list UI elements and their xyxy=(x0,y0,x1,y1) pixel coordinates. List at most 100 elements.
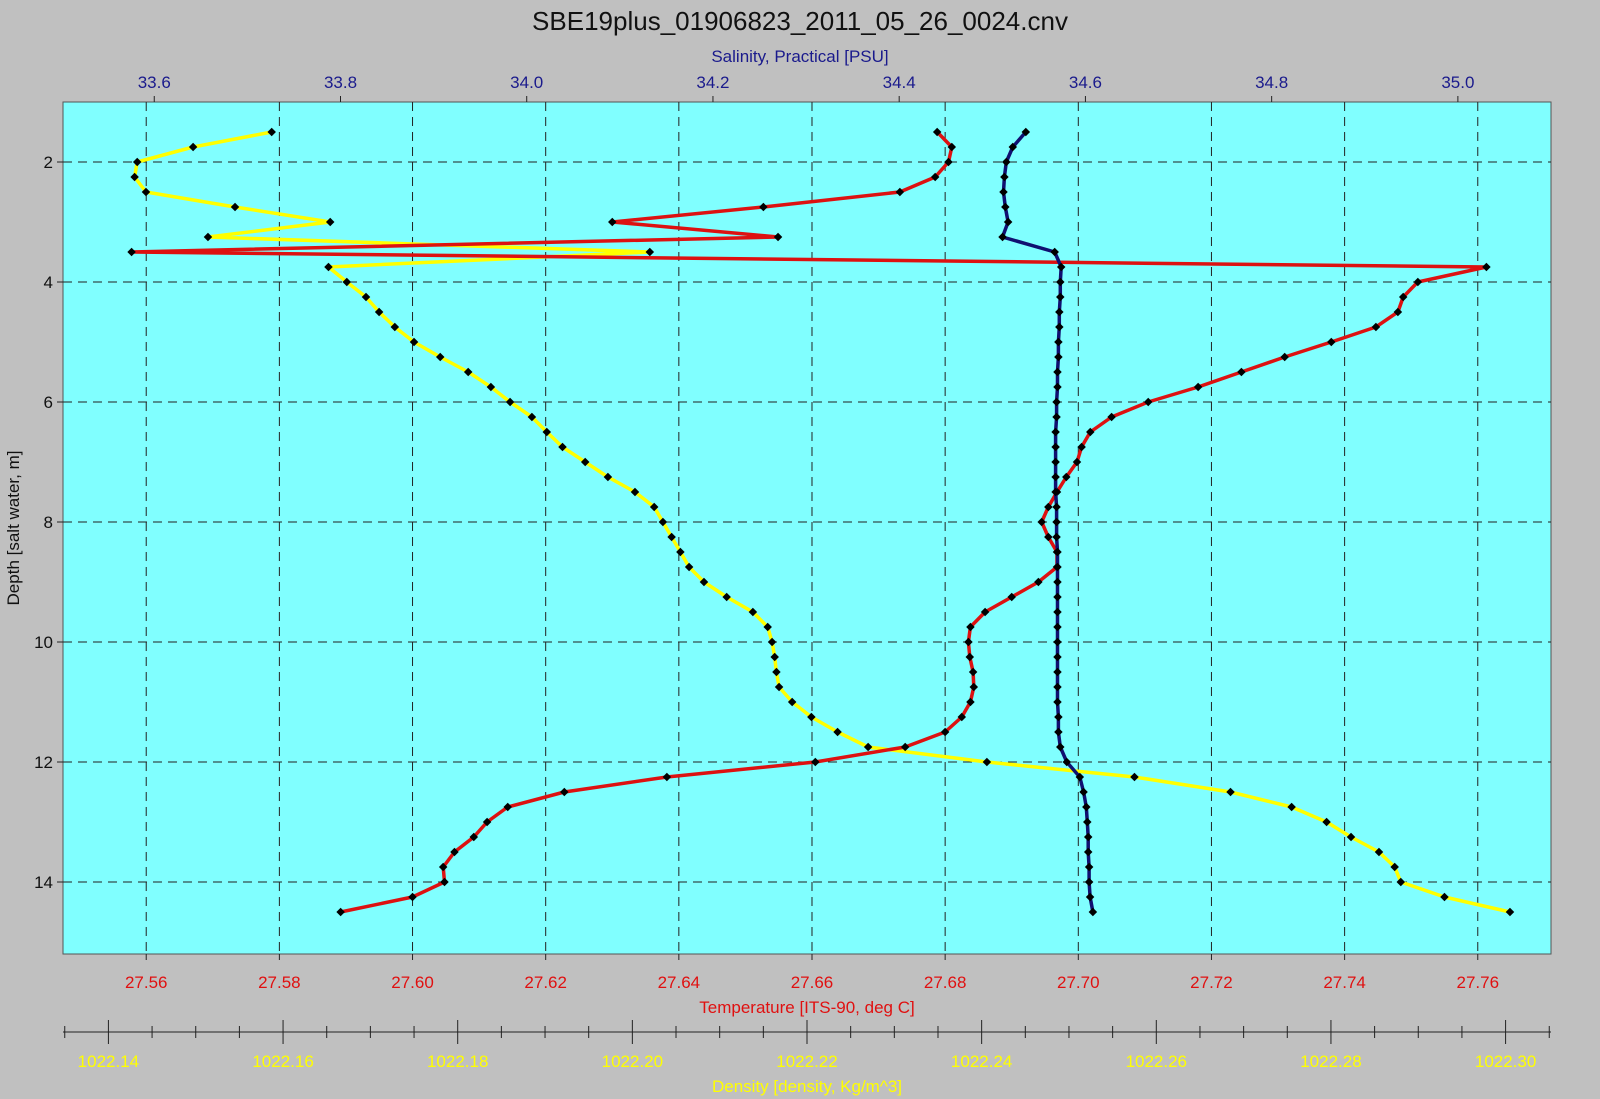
salinity-data-point xyxy=(1052,397,1061,407)
density-tick-label: 1022.24 xyxy=(951,1052,1012,1071)
temperature-data-point xyxy=(560,787,569,797)
density-data-point xyxy=(807,712,816,722)
series-layer xyxy=(127,127,1515,917)
density-data-point xyxy=(342,277,352,287)
temperature-data-point xyxy=(969,682,979,692)
depth-tick-label: 2 xyxy=(44,153,53,172)
salinity-tick-label: 34.6 xyxy=(1069,73,1102,92)
density-data-point xyxy=(203,232,213,242)
density-data-point xyxy=(141,187,151,197)
temperature-data-point xyxy=(1037,517,1046,527)
salinity-tick-label: 33.6 xyxy=(138,73,171,92)
density-data-point xyxy=(1322,817,1331,827)
salinity-tick-label: 34.4 xyxy=(883,73,916,92)
density-data-point xyxy=(774,682,784,692)
density-data-point xyxy=(188,142,198,152)
temperature-data-point xyxy=(980,607,990,617)
temperature-data-point xyxy=(1193,382,1203,392)
salinity-data-point xyxy=(1053,607,1062,617)
density-data-point xyxy=(390,322,400,332)
depth-tick-label: 12 xyxy=(34,753,53,772)
salinity-data-point xyxy=(1000,172,1009,182)
density-data-point xyxy=(1130,772,1139,782)
density-data-point xyxy=(542,427,552,437)
temperature-data-point xyxy=(336,907,345,917)
temperature-tick-label: 27.66 xyxy=(791,973,834,992)
density-data-point xyxy=(833,727,842,737)
salinity-tick-label: 35.0 xyxy=(1441,73,1474,92)
depth-tick-label: 6 xyxy=(44,393,53,412)
salinity-data-point xyxy=(1083,847,1093,857)
salinity-axis-title: Salinity, Practical [PSU] xyxy=(711,47,888,66)
density-data-point xyxy=(580,457,590,467)
temperature-data-point xyxy=(968,667,978,677)
density-tick-label: 1022.18 xyxy=(427,1052,488,1071)
density-data-point xyxy=(130,172,139,182)
plot-area xyxy=(62,101,1552,955)
density-data-point xyxy=(361,292,371,302)
salinity-data-point xyxy=(1053,592,1062,602)
salinity-data-point xyxy=(1052,532,1061,542)
salinity-data-point xyxy=(1053,637,1062,647)
salinity-data-point xyxy=(1053,382,1062,392)
temperature-data-point xyxy=(408,892,417,902)
density-data-point xyxy=(463,367,473,377)
salinity-data-point xyxy=(1083,832,1093,842)
salinity-data-point xyxy=(1084,862,1094,872)
density-data-point xyxy=(787,697,797,707)
salinity-data-point xyxy=(1053,577,1062,587)
density-tick-label: 1022.26 xyxy=(1126,1052,1187,1071)
density-data-point xyxy=(1287,802,1296,812)
temperature-data-point xyxy=(440,877,449,887)
salinity-data-point xyxy=(1053,367,1062,377)
salinity-data-point xyxy=(1084,877,1094,887)
density-data-point xyxy=(748,607,758,617)
temperature-data-point xyxy=(469,832,479,842)
density-data-point xyxy=(324,262,333,272)
temperature-tick-label: 27.70 xyxy=(1057,973,1100,992)
salinity-tick-label: 34.2 xyxy=(696,73,729,92)
temperature-tick-label: 27.64 xyxy=(658,973,701,992)
density-data-point xyxy=(676,547,685,557)
salinity-data-point xyxy=(1062,757,1072,767)
temperature-data-point xyxy=(811,757,820,767)
density-data-point xyxy=(1396,877,1406,887)
salinity-data-point xyxy=(1082,802,1091,812)
salinity-data-point xyxy=(1053,652,1062,662)
density-axis-title: Density [density, Kg/m^3] xyxy=(712,1077,902,1096)
salinity-tick-label: 33.8 xyxy=(324,73,357,92)
temperature-axis-title: Temperature [ITS-90, deg C] xyxy=(699,998,914,1017)
density-data-point xyxy=(630,487,640,497)
salinity-data-point xyxy=(1053,667,1062,677)
density-data-point xyxy=(603,472,613,482)
density-data-point xyxy=(770,652,779,662)
density-tick-label: 1022.28 xyxy=(1300,1052,1361,1071)
density-tick-label: 1022.16 xyxy=(252,1052,313,1071)
salinity-data-point xyxy=(1052,412,1061,422)
density-data-point xyxy=(1440,892,1449,902)
salinity-data-point xyxy=(1053,547,1062,557)
salinity-data-point xyxy=(1056,742,1065,752)
density-data-point xyxy=(558,442,567,452)
salinity-data-point xyxy=(998,232,1007,242)
density-data-point xyxy=(1505,907,1515,917)
temperature-tick-label: 27.72 xyxy=(1190,973,1233,992)
temperature-data-point xyxy=(966,622,975,632)
density-tick-label: 1022.22 xyxy=(776,1052,837,1071)
depth-tick-label: 4 xyxy=(44,273,53,292)
density-data-point xyxy=(267,127,276,137)
salinity-data-point xyxy=(1052,517,1061,527)
temperature-data-point xyxy=(450,847,459,857)
temperature-data-point xyxy=(1044,532,1053,542)
chart-title: SBE19plus_01906823_2011_05_26_0024.cnv xyxy=(532,6,1068,36)
temperature-data-point xyxy=(1034,577,1043,587)
density-data-point xyxy=(486,382,496,392)
density-data-point xyxy=(409,337,419,347)
temperature-data-point xyxy=(947,142,957,152)
temperature-tick-label: 27.62 xyxy=(524,973,567,992)
salinity-data-point xyxy=(1085,892,1095,902)
density-data-point xyxy=(1226,787,1235,797)
depth-tick-label: 14 xyxy=(34,873,53,892)
temperature-data-point xyxy=(932,127,942,137)
